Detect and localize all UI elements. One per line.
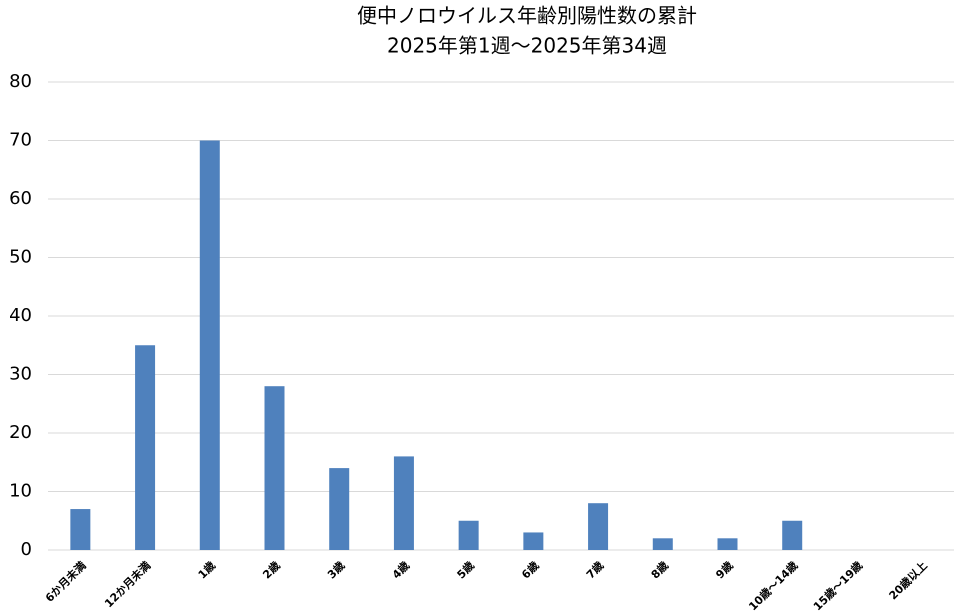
bar xyxy=(588,503,609,550)
bar xyxy=(652,538,673,550)
x-tick-label: 15歳～19歳 xyxy=(810,558,865,613)
bar xyxy=(782,520,803,550)
bar xyxy=(264,386,285,550)
y-tick-label: 20 xyxy=(9,422,32,443)
x-tick-label: 6か月未満 xyxy=(42,558,88,604)
bar xyxy=(458,520,479,550)
y-tick-label: 50 xyxy=(9,247,32,268)
x-tick-label: 4歳 xyxy=(389,558,412,581)
bar xyxy=(393,456,414,550)
x-tick-label: 20歳以上 xyxy=(886,558,930,602)
y-tick-label: 30 xyxy=(9,364,32,385)
x-tick-label: 5歳 xyxy=(454,558,477,581)
bar xyxy=(199,140,220,550)
x-tick-label: 3歳 xyxy=(324,558,347,581)
x-tick-label: 6歳 xyxy=(519,558,542,581)
chart-subtitle: 2025年第1週～2025年第34週 xyxy=(387,34,667,58)
y-tick-label: 10 xyxy=(9,481,32,502)
bar xyxy=(717,538,738,550)
chart-title: 便中ノロウイルス年齢別陽性数の累計 xyxy=(357,4,697,28)
x-tick-label: 12か月未満 xyxy=(101,558,153,610)
x-tick-label: 2歳 xyxy=(260,558,283,581)
x-tick-label: 8歳 xyxy=(648,558,671,581)
bar xyxy=(523,532,544,550)
x-tick-label: 10歳～14歳 xyxy=(746,558,801,613)
x-tick-label: 7歳 xyxy=(583,558,606,581)
y-tick-label: 40 xyxy=(9,305,32,326)
y-tick-label: 70 xyxy=(9,130,32,151)
y-tick-label: 60 xyxy=(9,188,32,209)
bar xyxy=(135,345,156,550)
bar xyxy=(329,468,350,550)
x-tick-label: 1歳 xyxy=(195,558,218,581)
y-tick-label: 80 xyxy=(9,71,32,92)
y-tick-label: 0 xyxy=(21,539,32,560)
bar xyxy=(70,509,91,550)
x-tick-label: 9歳 xyxy=(713,558,736,581)
